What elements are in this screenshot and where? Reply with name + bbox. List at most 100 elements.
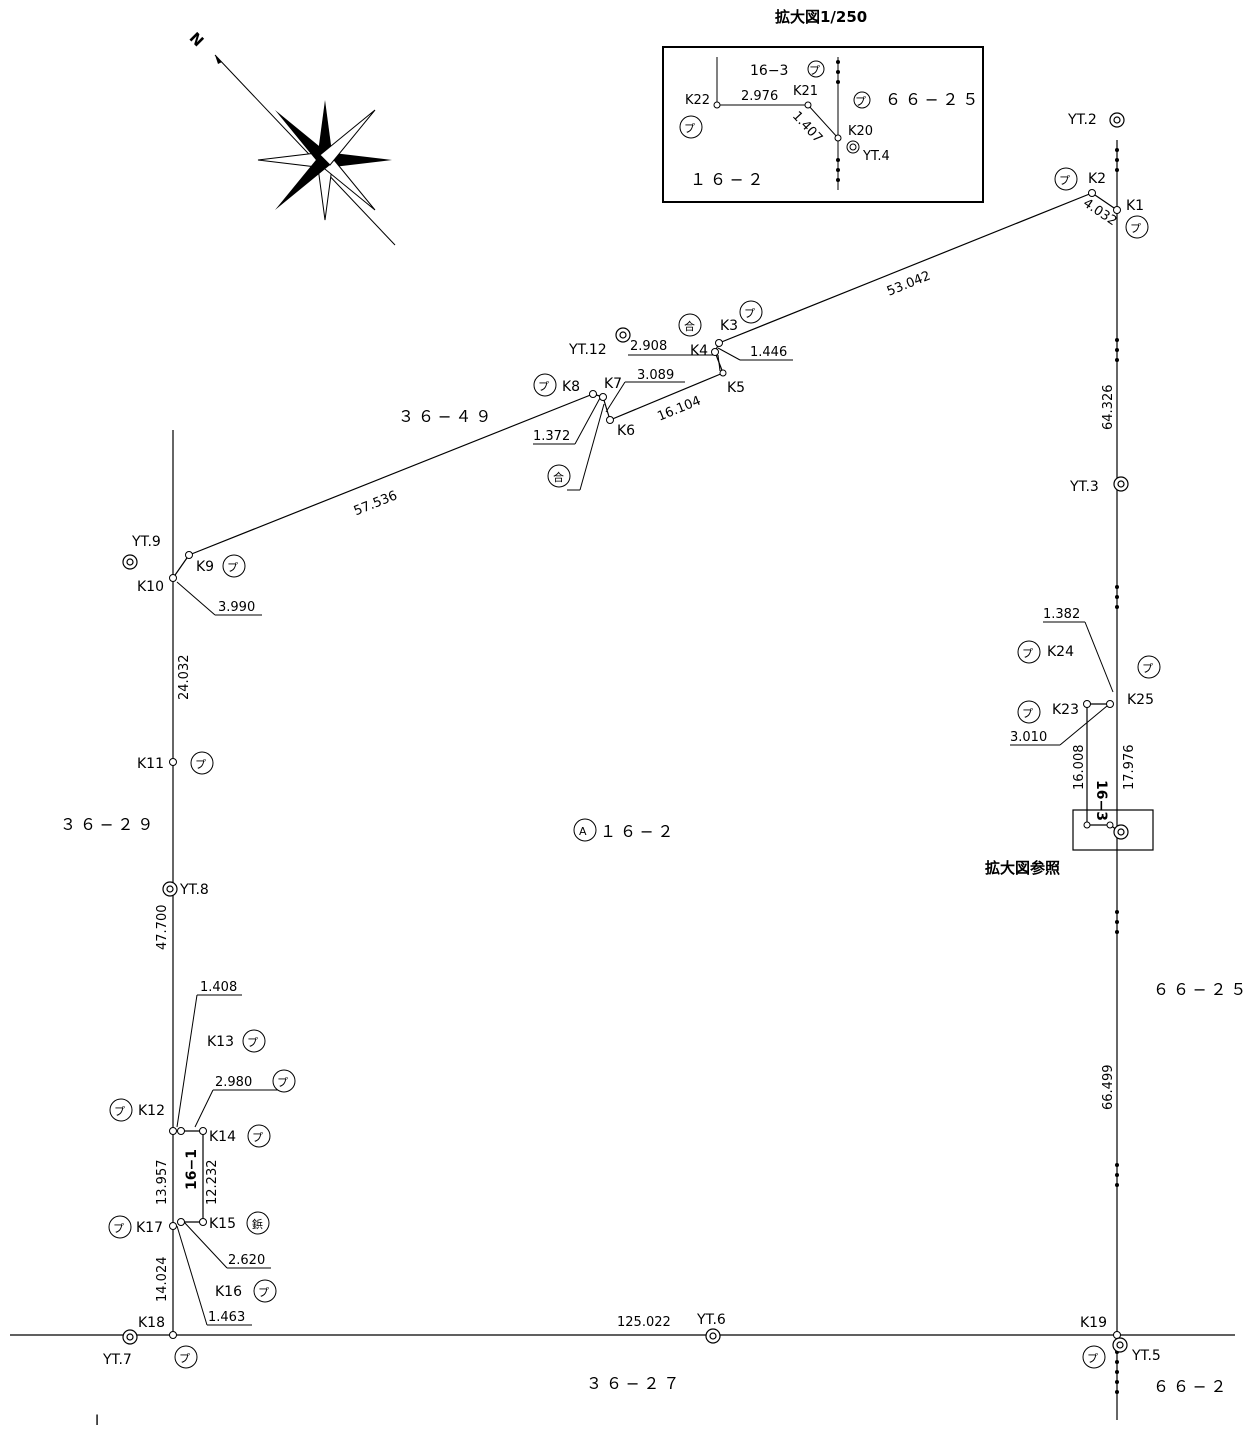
plastic-marker-k14: プ bbox=[247, 1124, 271, 1148]
point-k23 bbox=[1083, 700, 1091, 708]
point-k2 bbox=[1088, 189, 1096, 197]
svg-text:プ: プ bbox=[684, 122, 695, 135]
svg-text:プ: プ bbox=[113, 1222, 124, 1235]
point-k16 bbox=[177, 1218, 185, 1226]
dist-k9-k10: 3.990 bbox=[218, 600, 255, 615]
dist-k19-k25: 66.499 bbox=[1101, 1065, 1116, 1111]
dist-k16-k17: 1.463 bbox=[208, 1310, 245, 1325]
dist-k23-k24: 3.010 bbox=[1010, 730, 1047, 745]
svg-text:プ: プ bbox=[1059, 174, 1070, 187]
inset-parcel-66-25: ６６−２５ bbox=[885, 90, 982, 109]
inset-label-k21: K21 bbox=[793, 84, 818, 99]
north-arrow-icon bbox=[214, 54, 396, 246]
dist-k23-k22: 16.008 bbox=[1072, 745, 1087, 791]
svg-text:プ: プ bbox=[179, 1352, 190, 1365]
parcel-36-29: ３６−２９ bbox=[60, 815, 157, 834]
point-k7 bbox=[599, 393, 607, 401]
point-k17 bbox=[169, 1222, 177, 1230]
label-k8: K8 bbox=[562, 379, 580, 395]
distance-labels: 4.032 53.042 64.326 1.446 2.908 3.089 16… bbox=[155, 196, 1137, 1330]
benchmark-icon-yt8 bbox=[162, 881, 178, 897]
benchmark-icon-yt12 bbox=[615, 327, 631, 343]
label-yt12: YT.12 bbox=[568, 342, 607, 358]
dist-k1-k2: 4.032 bbox=[1080, 196, 1119, 229]
point-k10 bbox=[169, 574, 177, 582]
point-labels: K1 K2 K3 K4 K5 K6 K7 K8 K9 K10 K11 K12 K… bbox=[136, 171, 1154, 1331]
inset-point-k22 bbox=[713, 101, 721, 109]
dist-k14-k15: 12.232 bbox=[205, 1160, 220, 1206]
benchmark-icon-yt9 bbox=[122, 554, 138, 570]
point-k11 bbox=[169, 758, 177, 766]
parcel-66-2: ６６−２ bbox=[1153, 1377, 1230, 1396]
point-k25 bbox=[1106, 700, 1114, 708]
label-k11: K11 bbox=[137, 756, 164, 772]
dist-k6-k7: 3.089 bbox=[637, 368, 674, 383]
benchmark-icon-yt3 bbox=[1113, 476, 1129, 492]
label-k7: K7 bbox=[604, 376, 622, 392]
survey-points bbox=[169, 189, 1121, 1339]
inset-label-k20: K20 bbox=[848, 124, 873, 139]
inset-point-k21 bbox=[804, 101, 812, 109]
svg-text:プ: プ bbox=[1142, 662, 1153, 675]
point-k3 bbox=[715, 339, 723, 347]
plastic-marker-k11: プ bbox=[190, 751, 214, 775]
inset-benchmark-icon bbox=[846, 140, 860, 154]
label-yt7: YT.7 bbox=[102, 1352, 132, 1368]
parcel-labels: ３６−４９ ３６−２９ １６−２ ６６−２５ ３６−２７ ６６−２ bbox=[60, 407, 1246, 1396]
label-yt5: YT.5 bbox=[1131, 1348, 1161, 1364]
inset-parcel-16-3: 16−3 bbox=[750, 63, 788, 79]
parcel-a-marker: A bbox=[573, 818, 597, 842]
parcel-16-1: 16−1 bbox=[184, 1149, 200, 1190]
inset-parcel-16-2: １６−２ bbox=[690, 170, 767, 189]
inset-distance-k22-k21: 2.976 bbox=[741, 89, 778, 104]
plastic-marker-k16: プ bbox=[253, 1279, 277, 1303]
alloy-marker-k4: 合 bbox=[678, 313, 702, 337]
benchmark-points bbox=[122, 112, 1129, 1353]
label-k15: K15 bbox=[209, 1216, 236, 1232]
dist-k13-k14: 2.980 bbox=[215, 1075, 252, 1090]
plastic-marker-k13b: プ bbox=[272, 1069, 296, 1093]
plastic-marker-k24: プ bbox=[1017, 640, 1041, 664]
svg-text:プ: プ bbox=[1130, 222, 1141, 235]
dist-k24-k25: 1.382 bbox=[1043, 607, 1080, 622]
plastic-marker-k25: プ bbox=[1137, 655, 1161, 679]
dist-k15-k16: 2.620 bbox=[228, 1253, 265, 1268]
dist-k4-k5: 2.908 bbox=[630, 339, 667, 354]
svg-text:プ: プ bbox=[1022, 647, 1033, 660]
point-k22 bbox=[1083, 821, 1091, 829]
point-k14 bbox=[199, 1127, 207, 1135]
benchmark-icon-yt5 bbox=[1112, 1337, 1128, 1353]
dist-k10-k11: 24.032 bbox=[177, 655, 192, 701]
point-k12 bbox=[169, 1127, 177, 1135]
point-k6 bbox=[606, 416, 614, 424]
point-k15 bbox=[199, 1218, 207, 1226]
boundary-dots bbox=[1115, 148, 1119, 1394]
point-k8 bbox=[589, 390, 597, 398]
label-k25: K25 bbox=[1127, 692, 1154, 708]
svg-text:合: 合 bbox=[553, 470, 564, 484]
dist-k1-k25: 64.326 bbox=[1101, 385, 1116, 431]
point-k5 bbox=[719, 369, 727, 377]
svg-text:プ: プ bbox=[538, 380, 549, 393]
label-k16: K16 bbox=[215, 1284, 242, 1300]
parcel-36-27: ３６−２７ bbox=[586, 1374, 683, 1393]
plastic-marker-k12: プ bbox=[109, 1098, 133, 1122]
dist-k3-k4: 1.446 bbox=[750, 345, 787, 360]
inset-line bbox=[807, 104, 839, 139]
nail-marker-k15: 鋲 bbox=[246, 1211, 270, 1235]
label-yt8: YT.8 bbox=[179, 882, 209, 898]
point-k18 bbox=[169, 1331, 177, 1339]
svg-text:プ: プ bbox=[247, 1036, 258, 1049]
plastic-marker-k23: プ bbox=[1017, 700, 1041, 724]
parcel-16-3: 16−3 bbox=[1093, 780, 1109, 821]
plastic-marker-k8: プ bbox=[533, 373, 557, 397]
svg-text:プ: プ bbox=[114, 1105, 125, 1118]
svg-text:プ: プ bbox=[809, 64, 820, 77]
label-k3: K3 bbox=[720, 318, 738, 334]
label-k2: K2 bbox=[1088, 171, 1106, 187]
svg-text:A: A bbox=[579, 825, 587, 838]
plastic-marker-k9: プ bbox=[222, 554, 246, 578]
dist-k11-k12: 47.700 bbox=[155, 905, 170, 951]
